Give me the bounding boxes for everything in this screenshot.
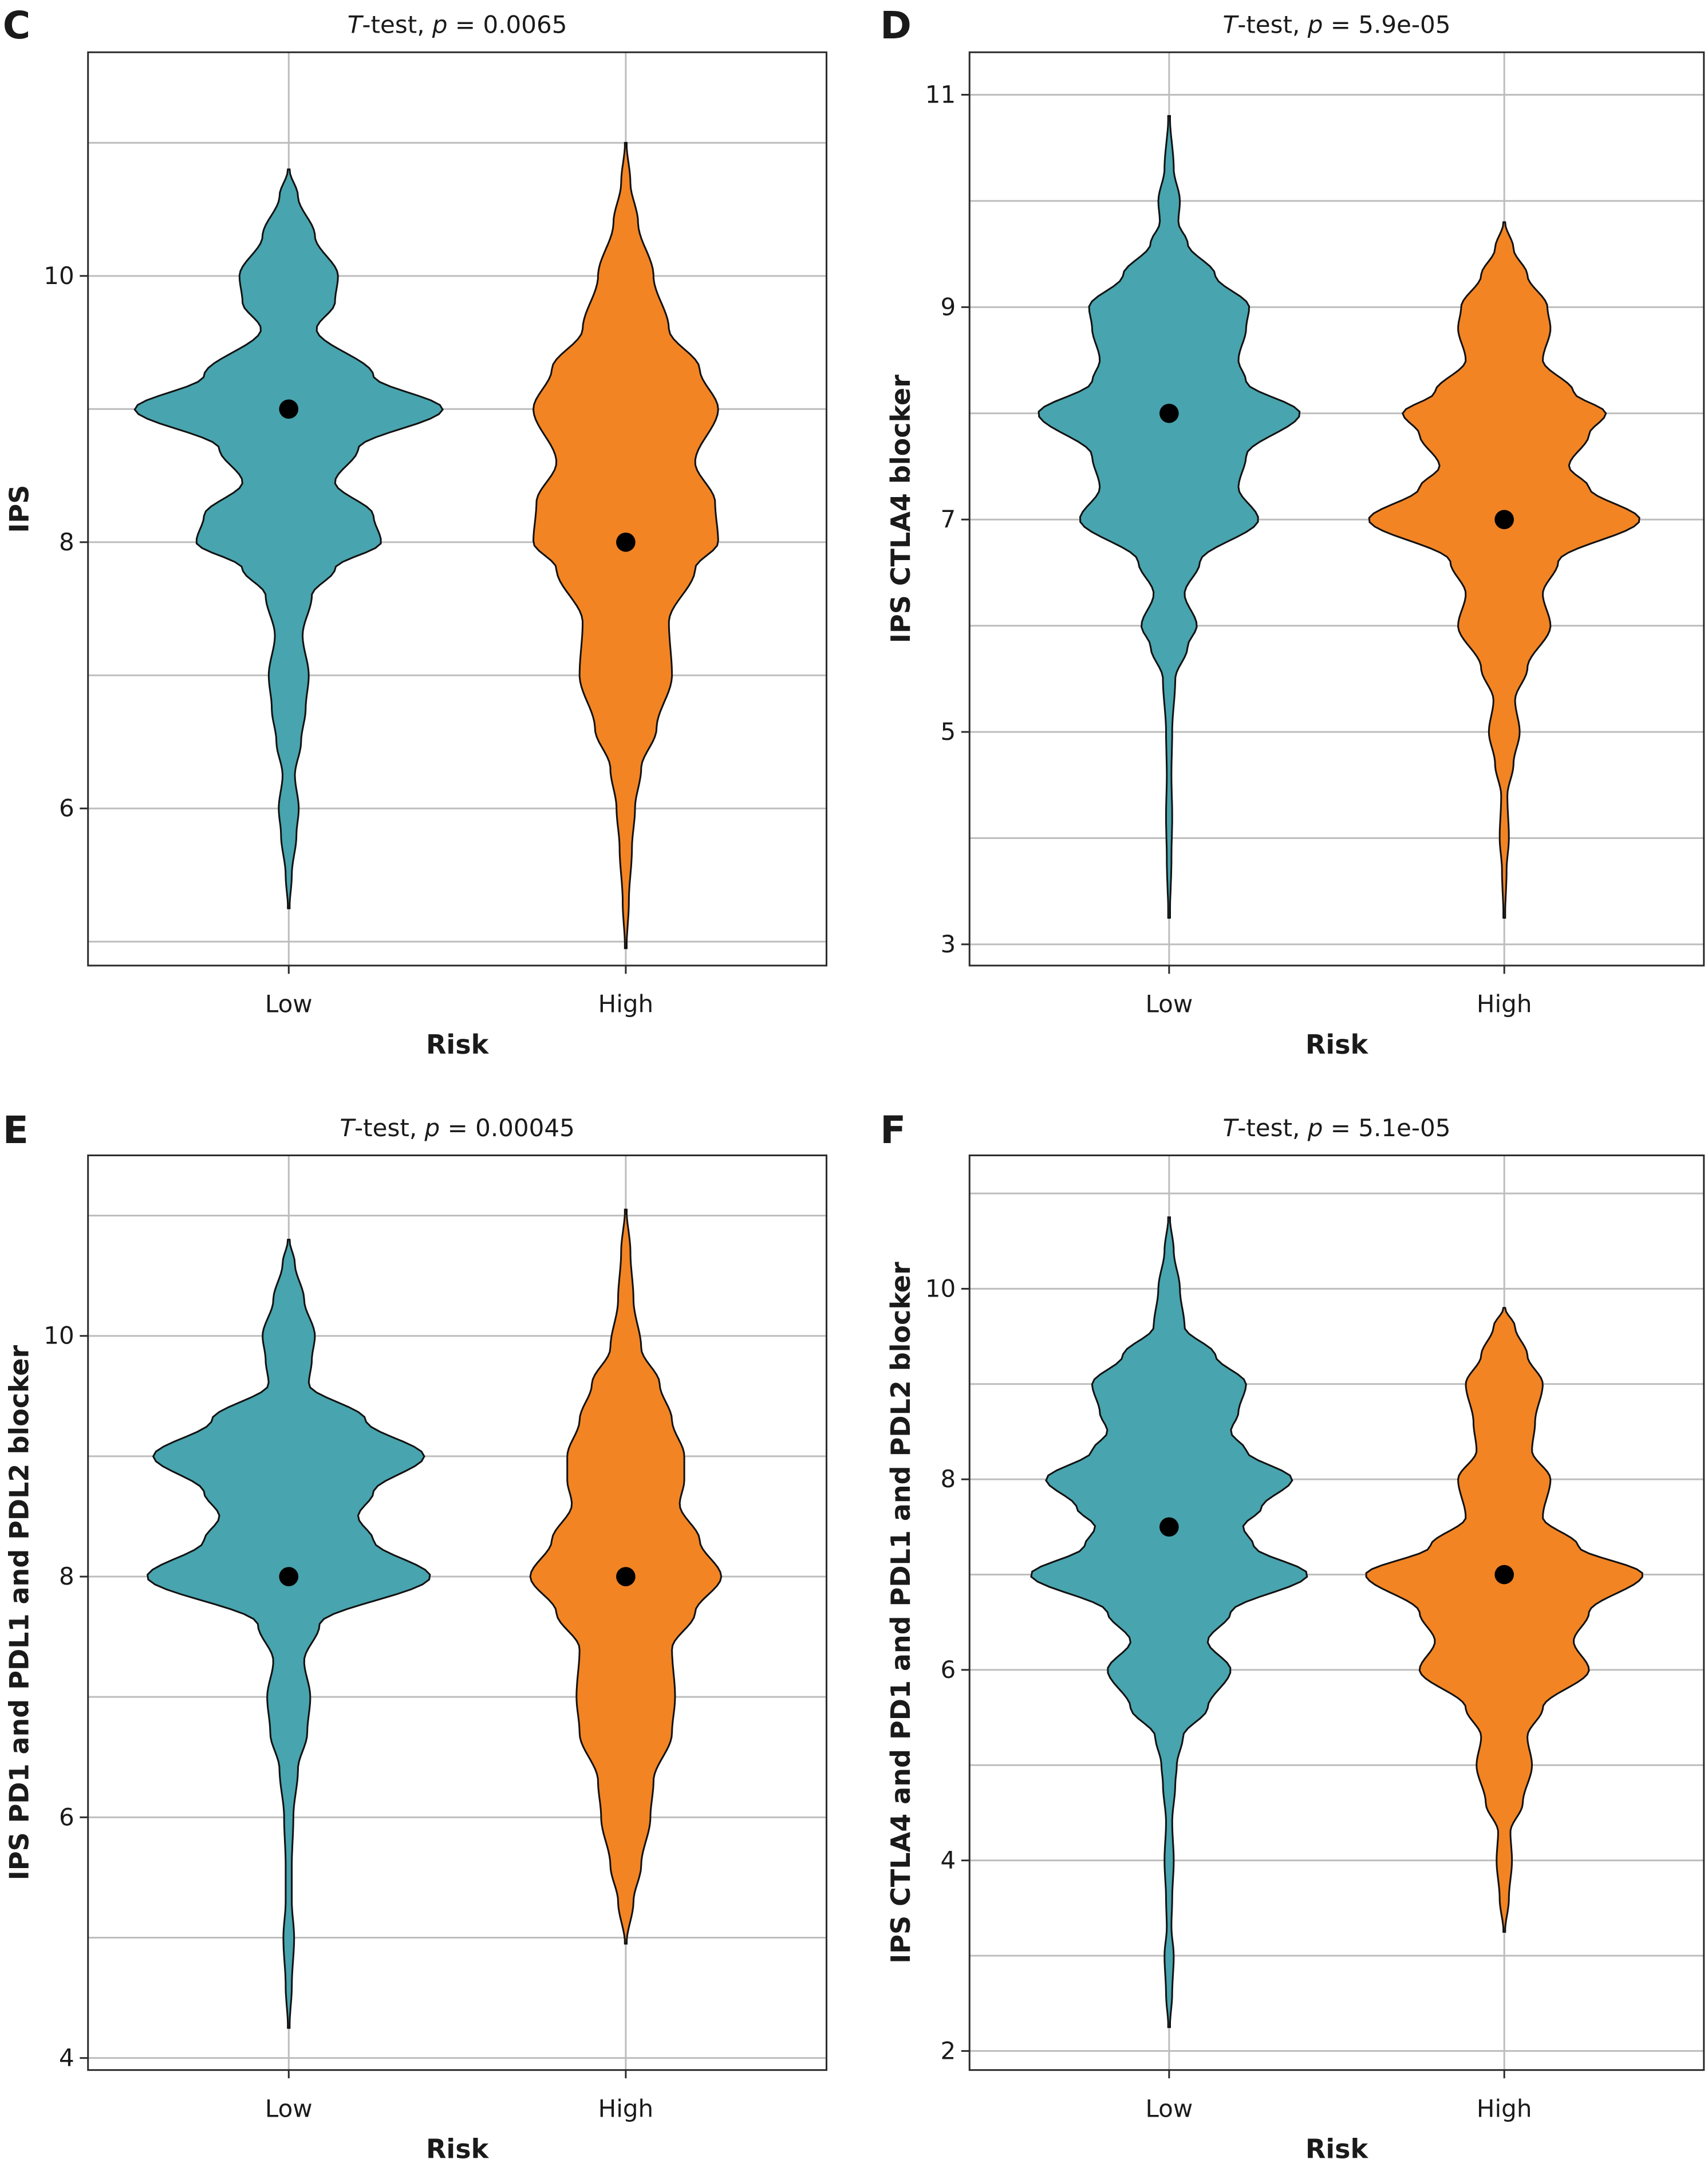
x-axis-title: Risk xyxy=(1305,2133,1369,2159)
y-tick-label: 8 xyxy=(59,1562,74,1590)
violin-low xyxy=(147,1239,431,2029)
median-dot-low xyxy=(279,1567,299,1586)
subtitle-part: = 5.9e-05 xyxy=(1323,11,1450,39)
plot-frame xyxy=(968,51,1705,967)
y-axis-title: IPS CTLA4 and PD1 and PDL1 and PDL2 bloc… xyxy=(885,1262,916,1964)
y-tick-label: 6 xyxy=(940,1656,956,1684)
y-tick-label: 5 xyxy=(940,718,956,746)
panel-letter: D xyxy=(880,3,912,48)
subtitle-part: p xyxy=(432,11,448,39)
panel-letter: C xyxy=(3,3,30,48)
x-axis-title: Risk xyxy=(1305,1029,1369,1060)
y-tick-label: 10 xyxy=(44,262,74,290)
subtitle-part: = 0.00045 xyxy=(440,1114,575,1142)
y-axis-title: IPS CTLA4 blocker xyxy=(885,375,916,643)
x-tick-label: Low xyxy=(265,2094,313,2122)
median-dot-high xyxy=(1494,510,1514,530)
plot-frame xyxy=(87,51,827,967)
subtitle-part: -test, xyxy=(1237,1114,1308,1142)
median-dot-low xyxy=(279,399,299,419)
x-tick-label: High xyxy=(598,990,654,1018)
y-axis-title: IPS xyxy=(4,485,35,533)
panel-e: 4 6 8 10 Low High Risk IPS PD1 and PDL1 and PDL… xyxy=(3,1108,827,2159)
y-tick-label: 11 xyxy=(925,80,956,108)
y-tick-label: 2 xyxy=(940,2036,956,2065)
x-tick-label: High xyxy=(1477,2094,1532,2122)
x-tick-label: Low xyxy=(1145,2094,1193,2122)
x-tick-label: High xyxy=(598,2094,654,2122)
y-tick-label: 8 xyxy=(940,1465,956,1493)
x-axis-title: Risk xyxy=(426,2133,490,2159)
violin-low xyxy=(1030,1216,1308,2028)
panel-f: 2 4 6 8 10 Low High Risk IPS CTLA4 and PD1 and P… xyxy=(880,1108,1705,2159)
subtitle-part: p xyxy=(1307,1114,1323,1142)
median-dot-low xyxy=(1159,1517,1179,1537)
subtitle-part: p xyxy=(1307,11,1323,39)
x-tick-label: Low xyxy=(1145,990,1193,1018)
violin-low xyxy=(1038,115,1301,919)
plot-frame xyxy=(87,1154,827,2071)
subtitle-part: T xyxy=(348,11,364,39)
subtitle-part: T xyxy=(340,1114,356,1142)
panel-c: 6 8 10 Low High Risk IPS C T-test, p = 0.0065 xyxy=(3,3,827,1060)
y-axis-title: IPS PD1 and PDL1 and PDL2 blocker xyxy=(4,1345,35,1880)
panel-letter: F xyxy=(880,1108,906,1152)
subtitle: T-test, p = 0.0065 xyxy=(348,11,567,39)
median-dot-low xyxy=(1159,403,1179,423)
y-tick-label: 10 xyxy=(925,1274,956,1302)
median-dot-high xyxy=(616,532,636,552)
y-tick-label: 7 xyxy=(940,505,956,533)
x-axis-title: Risk xyxy=(426,1029,490,1060)
subtitle: T-test, p = 5.9e-05 xyxy=(1223,11,1451,39)
median-dot-high xyxy=(1494,1565,1514,1585)
y-tick-label: 10 xyxy=(44,1322,74,1350)
plot-frame xyxy=(968,1154,1705,2071)
median-dot-high xyxy=(616,1567,636,1586)
violin-low xyxy=(133,168,444,909)
y-tick-label: 6 xyxy=(59,1803,74,1831)
subtitle-part: = 5.1e-05 xyxy=(1323,1114,1450,1142)
subtitle-part: -test, xyxy=(354,1114,425,1142)
y-tick-label: 8 xyxy=(59,528,74,556)
subtitle: T-test, p = 5.1e-05 xyxy=(1223,1114,1451,1142)
y-tick-label: 4 xyxy=(940,1846,956,1874)
panel-d: 3 5 7 9 11 Low High Risk IPS CTLA4 blocker D T-tes… xyxy=(880,3,1705,1060)
subtitle-part: -test, xyxy=(1237,11,1308,39)
subtitle: T-test, p = 0.00045 xyxy=(340,1114,574,1142)
y-tick-label: 6 xyxy=(59,794,74,822)
subtitle-part: p xyxy=(424,1114,440,1142)
subtitle-part: -test, xyxy=(362,11,432,39)
subtitle-part: = 0.0065 xyxy=(448,11,567,39)
y-tick-label: 4 xyxy=(59,2044,74,2072)
subtitle-part: T xyxy=(1223,1114,1240,1142)
violin-high xyxy=(1365,1307,1643,1933)
x-tick-label: High xyxy=(1477,990,1532,1018)
y-tick-label: 3 xyxy=(940,930,956,958)
y-tick-label: 9 xyxy=(940,293,956,321)
violin-high xyxy=(1368,221,1640,919)
x-tick-label: Low xyxy=(265,990,313,1018)
panel-letter: E xyxy=(3,1108,29,1152)
subtitle-part: T xyxy=(1223,11,1240,39)
